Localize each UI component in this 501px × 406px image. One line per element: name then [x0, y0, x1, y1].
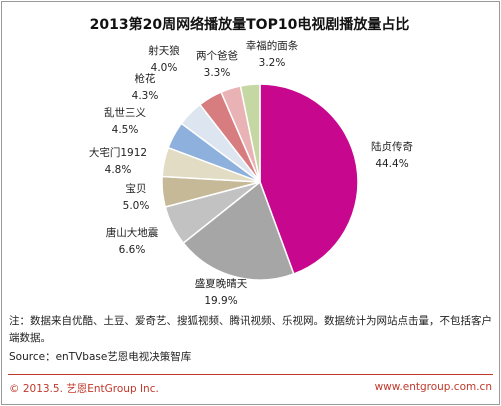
slice-label-3: 唐山大地震	[106, 226, 159, 239]
slice-value-6: 4.5%	[112, 124, 139, 136]
slice-value-9: 3.3%	[204, 67, 231, 79]
slice-label-1: 陆贞传奇	[371, 140, 413, 153]
pie-slice-1	[259, 83, 359, 275]
slice-label-4: 宝贝	[126, 182, 147, 195]
data-note: 注：数据来自优酷、土豆、爱奇艺、搜狐视频、腾讯视频、乐视网。数据统计为网站点击量…	[9, 315, 492, 344]
pie-slice-10	[239, 83, 261, 183]
slice-value-5: 4.8%	[105, 164, 132, 176]
footer-divider	[8, 374, 493, 375]
slice-label-10: 幸福的面条	[246, 39, 299, 52]
slice-value-2: 19.9%	[204, 295, 237, 307]
slice-value-10: 3.2%	[259, 57, 286, 69]
slice-label-6: 乱世三义	[104, 107, 146, 119]
slice-value-3: 6.6%	[119, 244, 146, 256]
slice-label-2: 盛夏晚晴天	[195, 277, 248, 290]
website-link[interactable]: www.entgroup.com.cn	[374, 381, 492, 393]
slice-label-9: 两个爸爸	[196, 49, 238, 62]
slice-value-4: 5.0%	[123, 200, 150, 212]
data-source: Source：enTVbase艺恩电视决策智库	[9, 351, 192, 363]
slice-value-7: 4.3%	[132, 90, 159, 102]
slice-label-8: 射天狼	[148, 44, 180, 57]
slice-value-1: 44.4%	[375, 158, 408, 170]
copyright: © 2013.5. 艺恩EntGroup Inc.	[9, 383, 159, 395]
chart-title: 2013第20周网络播放量TOP10电视剧播放量占比	[89, 17, 410, 33]
pie-slice-2	[182, 180, 295, 281]
slice-label-7: 枪花	[135, 72, 156, 85]
slice-label-5: 大宅门1912	[89, 146, 147, 159]
slice-value-8: 4.0%	[151, 62, 178, 74]
